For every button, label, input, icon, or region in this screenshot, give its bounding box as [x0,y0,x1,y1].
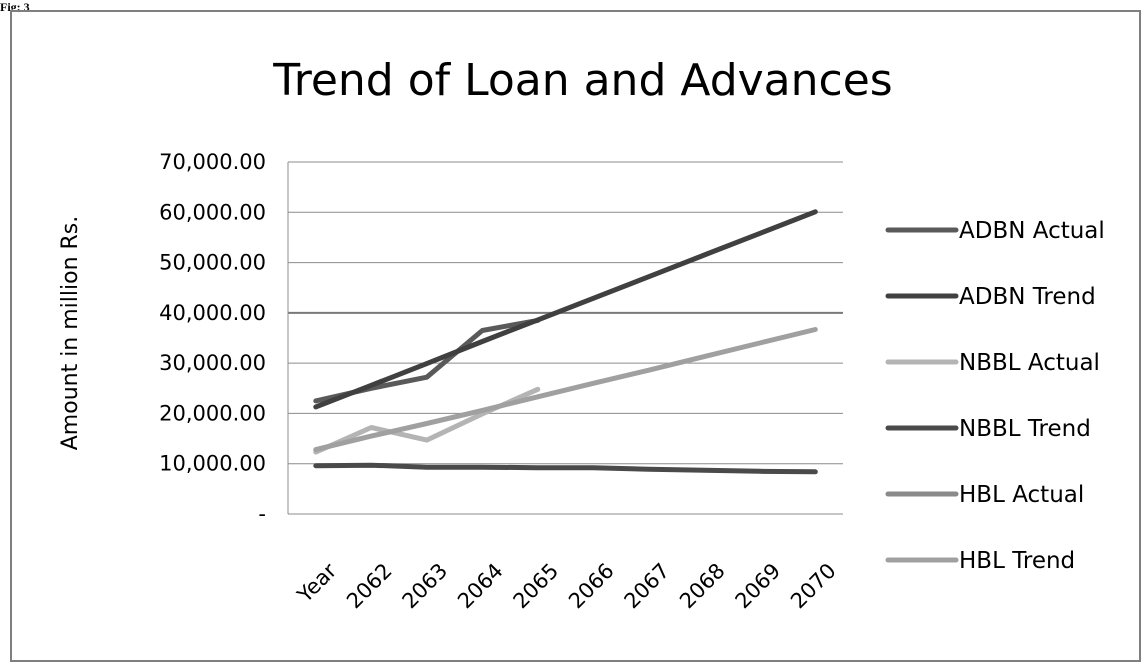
plot-area: - 10,000.00 20,000.00 30,000.00 40,000.00 50,… [159,150,843,613]
x-tick-label: Year [292,558,341,607]
chart-frame [10,10,1141,662]
legend-label: HBL Actual [959,482,1084,508]
x-tick-label: 2067 [620,559,675,614]
x-tick-label: 2062 [342,559,397,614]
series-line-nbbl-trend [313,462,818,475]
y-tick-label: 30,000.00 [159,351,266,375]
y-axis-label: Amount in million Rs. [58,216,83,451]
x-tick-label: 2065 [509,559,564,614]
series-line-hbl-trend [313,327,818,453]
legend-label: ADBN Actual [959,218,1105,244]
y-tick-label: 40,000.00 [159,301,266,325]
legend-label: HBL Trend [959,548,1075,574]
legend: ADBN Actual ADBN Trend NBBL Actual NBBL Tre… [885,218,1105,574]
legend-label: NBBL Trend [959,416,1091,442]
x-tick-label: 2068 [675,559,730,614]
y-tick-label: - [258,502,266,526]
y-tick-label: 70,000.00 [159,150,266,174]
y-tick-label: 10,000.00 [159,452,266,476]
legend-label: ADBN Trend [959,284,1096,310]
y-tick-label: 50,000.00 [159,251,266,275]
x-tick-label: 2066 [564,559,619,614]
chart-title: Trend of Loan and Advances [272,55,892,106]
x-tick-label: 2070 [786,559,841,614]
legend-label: NBBL Actual [959,350,1100,376]
y-tick-label: 20,000.00 [159,401,266,425]
x-tick-label: 2069 [731,559,786,614]
x-tick-label: 2063 [398,559,453,614]
y-tick-label: 60,000.00 [159,200,266,224]
x-tick-label: 2064 [453,559,508,614]
series-line-adbn-trend [313,209,818,410]
